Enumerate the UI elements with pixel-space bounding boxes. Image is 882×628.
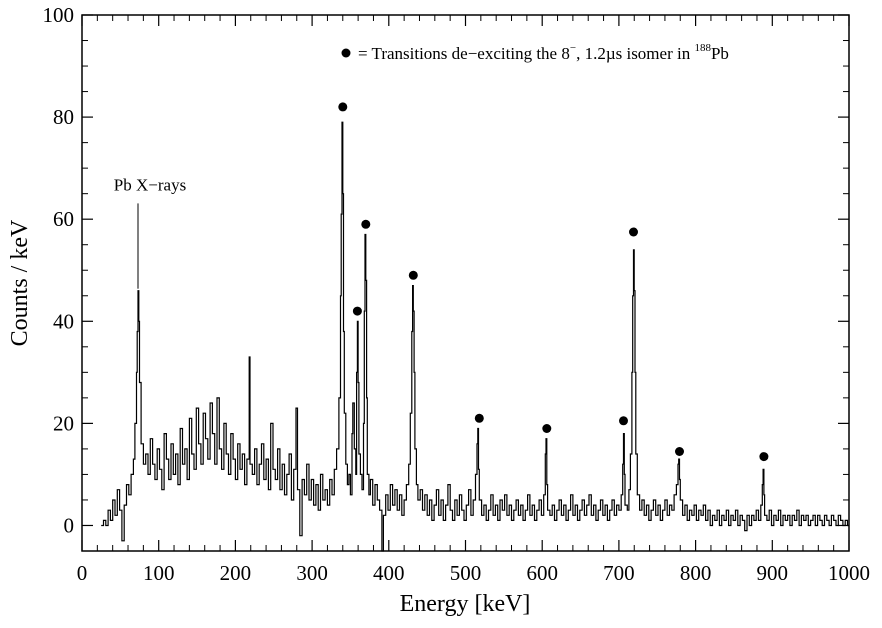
x-tick-label: 100 <box>143 561 175 585</box>
x-axis-title: Energy [keV] <box>400 591 531 617</box>
peak-marker <box>619 416 628 426</box>
annotations: Pb X−rays <box>114 175 186 289</box>
legend: = Transitions de−exciting the 8−, 1.2µs … <box>341 42 729 63</box>
annotation-pb-xrays-label: Pb X−rays <box>114 175 186 194</box>
legend-sup-2: 188 <box>694 42 711 54</box>
peak-marker <box>542 424 552 433</box>
peak-marker <box>361 219 371 229</box>
peak-marker <box>352 306 362 316</box>
y-tick-label: 40 <box>53 309 74 333</box>
legend-text-part-2: , 1.2µs isomer in <box>576 44 694 63</box>
x-tick-label: 900 <box>757 561 789 585</box>
x-tick-label: 700 <box>603 561 635 585</box>
peak-marker <box>629 227 638 237</box>
y-tick-label: 20 <box>53 411 74 435</box>
peak-marker <box>675 447 684 456</box>
y-tick-label: 60 <box>53 207 74 231</box>
x-axis: 0 100 200 300 400 500 600 700 800 900 1000 <box>77 15 870 585</box>
legend-marker <box>341 48 351 58</box>
legend-text-part-1: = Transitions de−exciting the 8 <box>358 44 570 63</box>
peak-marker <box>474 413 484 423</box>
x-tick-label: 600 <box>526 561 558 585</box>
plot-frame <box>81 14 850 552</box>
peak-marker <box>408 270 418 280</box>
spectrum-line <box>101 121 849 552</box>
x-tick-label: 400 <box>373 561 405 585</box>
x-tick-label: 500 <box>450 561 482 585</box>
plot-area <box>101 102 849 552</box>
y-axis-title: Counts / keV <box>7 219 33 346</box>
x-tick-label: 1000 <box>828 561 870 585</box>
legend-text: = Transitions de−exciting the 8−, 1.2µs … <box>358 42 729 63</box>
x-tick-label: 800 <box>680 561 712 585</box>
y-tick-label: 100 <box>43 3 75 27</box>
x-tick-label: 300 <box>296 561 328 585</box>
peak-marker <box>338 102 348 112</box>
legend-text-part-3: Pb <box>711 44 729 63</box>
y-axis: 0 20 40 60 80 100 <box>43 3 849 552</box>
legend-sup-1: − <box>570 42 576 54</box>
y-tick-label: 0 <box>64 513 75 537</box>
peak-marker <box>759 452 769 462</box>
x-tick-label: 0 <box>77 561 88 585</box>
x-tick-label: 200 <box>220 561 252 585</box>
y-tick-label: 80 <box>53 105 74 129</box>
